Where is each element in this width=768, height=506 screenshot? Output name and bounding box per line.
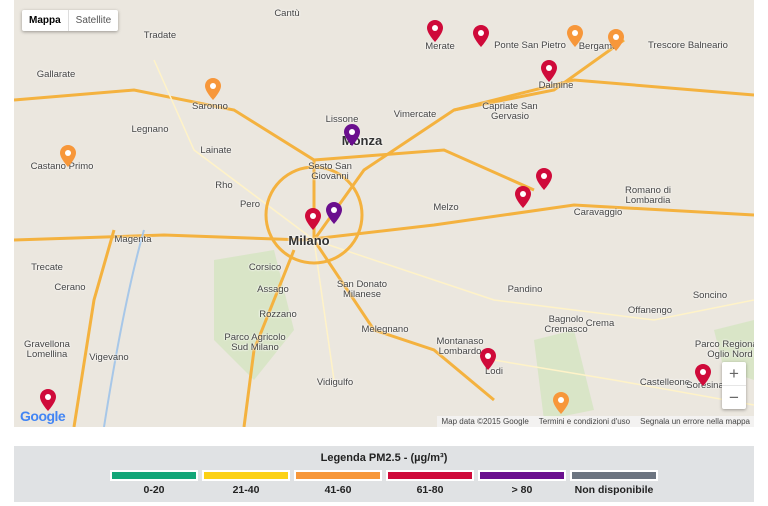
legend-label: 41-60 [324,484,352,496]
place-label: Lissone [325,114,359,125]
legend-swatch [202,470,290,481]
map-roads [14,38,754,427]
place-label: Magenta [114,234,152,245]
station-marker-icon[interactable] [553,392,569,414]
legend-item: 61-80 [386,470,474,496]
place-label: Romano di Lombardia [625,185,671,206]
legend-swatch [386,470,474,481]
legend: Legenda PM2.5 - (µg/m³) 0-20 21-40 41-60 61… [14,446,754,502]
place-label: Parco Agricolo Sud Milano [224,332,286,353]
place-label: Lainate [200,145,232,156]
place-label: Castano Primo [30,161,94,172]
place-label: Vigevano [89,352,129,363]
place-label: Assago [257,284,289,295]
place-label: Soresina [686,380,724,391]
place-label: Crema [585,318,615,329]
place-label: Ponte San Pietro [494,40,566,51]
place-label: Melzo [433,202,459,213]
place-label: Dalmine [538,80,574,91]
terms-link[interactable]: Termini e condizioni d'uso [538,417,631,426]
place-label: Corsico [248,262,282,273]
legend-swatch [570,470,658,481]
legend-item: Non disponibile [570,470,658,496]
legend-label: 61-80 [416,484,444,496]
zoom-out-button[interactable]: − [729,388,739,407]
map-type-control: Mappa Satellite [22,10,119,31]
place-label: Montanaso Lombardo [436,336,484,357]
place-label: Soncino [692,290,728,301]
google-logo[interactable]: Google [20,408,66,424]
legend-item: 0-20 [110,470,198,496]
place-label: Tradate [143,30,177,41]
legend-swatch [478,470,566,481]
legend-item: 41-60 [294,470,382,496]
place-label: Pandino [507,284,543,295]
place-label: Capriate San Gervasio [482,101,538,122]
place-label: Cerano [54,282,86,293]
station-marker-icon[interactable] [40,389,56,411]
legend-label: 0-20 [143,484,165,496]
map-type-satellite-button[interactable]: Satellite [75,15,112,26]
legend-label: 21-40 [232,484,260,496]
legend-swatch [294,470,382,481]
station-marker-icon[interactable] [60,145,76,167]
station-marker-icon[interactable] [608,29,624,51]
place-label: Merate [425,41,455,52]
place-label: Castelleone [639,377,691,388]
place-label: Milano [288,233,330,248]
station-marker-icon[interactable] [427,20,443,42]
place-label: Trecate [31,262,63,273]
place-label: Sesto San Giovanni [308,161,352,182]
zoom-in-button[interactable]: + [722,362,746,386]
legend-title: Legenda PM2.5 - (µg/m³) [320,452,448,464]
place-label: Vidigulfo [316,377,354,388]
legend-item: 21-40 [202,470,290,496]
place-label: Lodi [485,366,503,377]
station-marker-icon[interactable] [205,78,221,100]
station-marker-icon[interactable] [480,348,496,370]
station-marker-icon[interactable] [567,25,583,47]
map-attribution: Map data ©2015 Google Termini e condizio… [437,416,754,427]
place-label: Parco Regionale Oglio Nord [694,339,754,360]
place-label: Vimercate [393,109,437,120]
station-marker-icon[interactable] [305,208,321,230]
place-label: Bagnolo Cremasco [544,314,588,335]
station-marker-icon[interactable] [515,186,531,208]
place-label: Trescore Balneario [648,40,728,51]
station-marker-icon[interactable] [541,60,557,82]
place-label: Gallarate [36,69,76,80]
map-type-mappa-button[interactable]: Mappa [22,10,69,31]
place-label: Caravaggio [573,207,623,218]
place-label: Pero [239,199,261,210]
legend-label: > 80 [511,484,533,496]
report-error-link[interactable]: Segnala un errore nella mappa [640,417,750,426]
station-marker-icon[interactable] [536,168,552,190]
place-label: Bergamo [578,41,618,52]
map[interactable]: Cantù Tradate Merate Ponte San Pietro Bergam… [14,0,754,427]
place-label: Saronno [192,101,228,112]
station-marker-icon[interactable] [344,124,360,146]
station-marker-icon[interactable] [473,25,489,47]
map-data-text: Map data ©2015 Google [441,417,529,426]
place-label: Rozzano [259,309,297,320]
zoom-control: + − [722,362,746,409]
place-label: San Donato Milanese [336,279,388,300]
place-label: Gravellona Lomellina [24,339,70,360]
place-label: Cantù [274,8,300,19]
place-label: Melegnano [361,324,409,335]
place-label: Legnano [131,124,169,135]
legend-label: Non disponibile [574,484,654,496]
place-label: Offanengo [627,305,673,316]
place-label: Rho [215,180,233,191]
station-marker-icon[interactable] [695,364,711,386]
legend-item: > 80 [478,470,566,496]
station-marker-icon[interactable] [326,202,342,224]
legend-swatch [110,470,198,481]
